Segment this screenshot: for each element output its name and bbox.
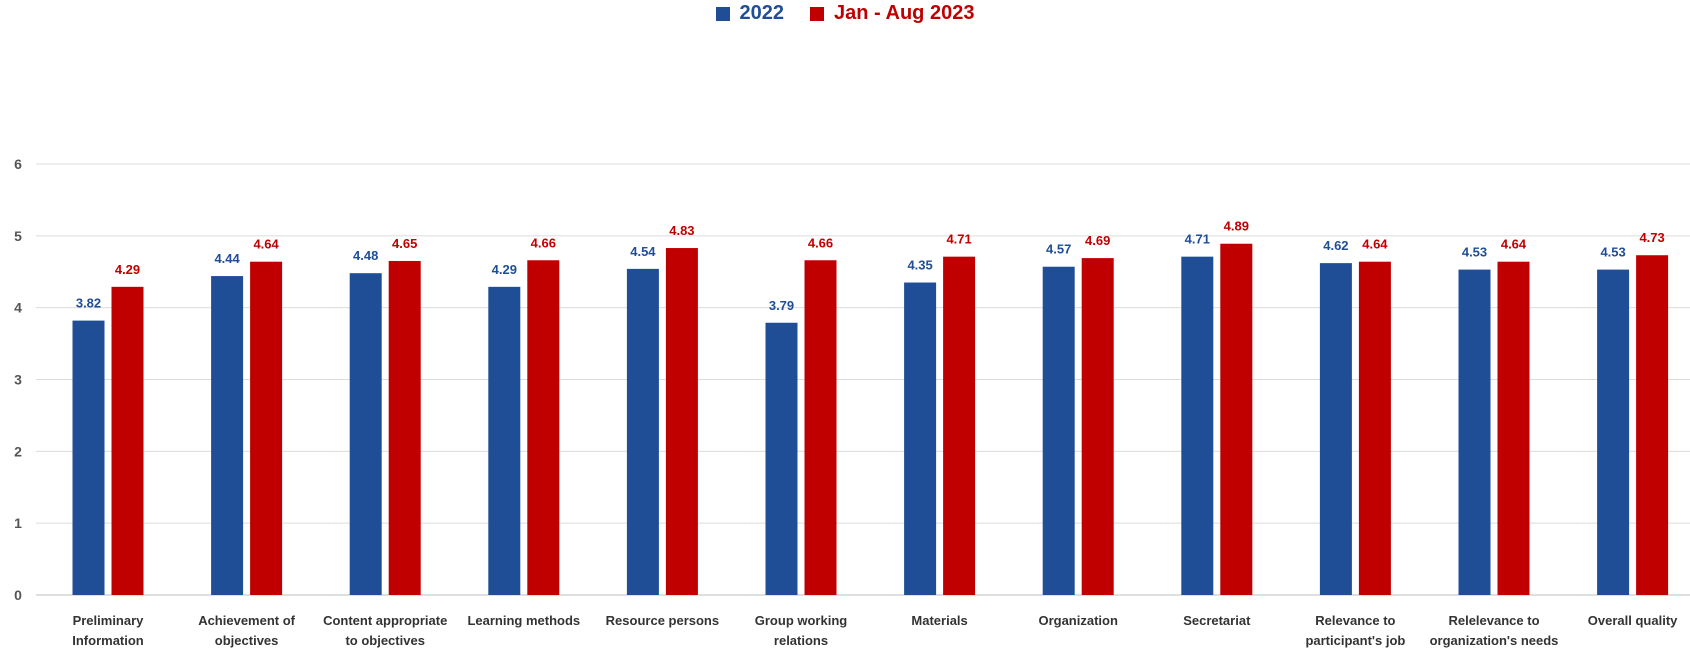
- bar: [1497, 261, 1530, 595]
- legend-label-2023: Jan - Aug 2023: [834, 2, 975, 24]
- y-tick-label: 6: [14, 156, 22, 172]
- x-tick-label: participant's job: [1305, 633, 1405, 648]
- data-label: 4.83: [669, 223, 694, 238]
- bar: [211, 276, 244, 595]
- data-label: 4.89: [1224, 219, 1249, 234]
- y-tick-label: 1: [14, 515, 22, 531]
- y-tick-label: 2: [14, 443, 22, 459]
- bar: [111, 286, 144, 595]
- bar: [1220, 243, 1253, 596]
- y-tick-label: 4: [14, 300, 22, 316]
- legend-swatch-2023: [810, 6, 825, 21]
- x-tick-label: relations: [774, 633, 828, 648]
- x-tick-label: Secretariat: [1183, 613, 1251, 628]
- x-tick-label: Resource persons: [606, 613, 719, 628]
- data-label: 4.35: [907, 258, 932, 273]
- bar: [904, 282, 937, 595]
- x-tick-label: Group working: [755, 613, 848, 628]
- x-tick-label: Organization: [1038, 613, 1118, 628]
- data-label: 3.82: [76, 296, 101, 311]
- bar: [349, 273, 382, 595]
- data-label: 4.69: [1085, 233, 1110, 248]
- bar: [626, 268, 659, 595]
- x-tick-label: Information: [72, 633, 144, 648]
- bar: [1597, 269, 1630, 595]
- data-label: 4.64: [1362, 237, 1388, 252]
- data-label: 4.64: [1501, 237, 1527, 252]
- x-tick-label: Overall quality: [1588, 613, 1678, 628]
- bar: [1358, 261, 1391, 595]
- legend: 2022 Jan - Aug 2023: [0, 2, 1690, 25]
- bar: [1042, 266, 1075, 595]
- x-tick-label: objectives: [215, 633, 279, 648]
- bar: [665, 248, 698, 596]
- bar: [943, 256, 976, 595]
- bar: [488, 286, 521, 595]
- data-label: 4.66: [531, 235, 556, 250]
- data-label: 4.66: [808, 235, 833, 250]
- bar: [765, 322, 798, 595]
- legend-item-2023: Jan - Aug 2023: [810, 2, 974, 25]
- bar: [804, 260, 837, 595]
- bar: [72, 320, 105, 595]
- data-label: 4.73: [1639, 230, 1664, 245]
- x-tick-label: Relevance to: [1315, 613, 1395, 628]
- x-tick-label: to objectives: [345, 633, 424, 648]
- x-tick-label: organization's needs: [1430, 633, 1559, 648]
- data-label: 4.48: [353, 248, 378, 263]
- bar: [1181, 256, 1214, 595]
- x-tick-label: Achievement of: [198, 613, 295, 628]
- data-label: 3.79: [769, 298, 794, 313]
- data-label: 4.71: [946, 232, 971, 247]
- legend-label-2022: 2022: [739, 2, 785, 24]
- y-tick-label: 5: [14, 228, 22, 244]
- data-label: 4.64: [253, 237, 279, 252]
- data-label: 4.44: [214, 251, 240, 266]
- bar: [250, 261, 283, 595]
- x-tick-label: Preliminary: [73, 613, 145, 628]
- data-label: 4.53: [1462, 245, 1487, 260]
- data-label: 4.29: [492, 262, 517, 277]
- data-label: 4.62: [1323, 238, 1348, 253]
- bar: [388, 260, 421, 595]
- legend-swatch-2022: [715, 6, 730, 21]
- x-tick-label: Learning methods: [467, 613, 580, 628]
- data-label: 4.53: [1600, 245, 1625, 260]
- y-tick-label: 0: [14, 587, 22, 603]
- bar: [527, 260, 560, 595]
- bar: [1636, 255, 1669, 595]
- bar: [1081, 258, 1114, 595]
- bar: [1458, 269, 1491, 595]
- data-label: 4.54: [630, 244, 656, 259]
- x-tick-label: Content appropriate: [323, 613, 447, 628]
- bar: [1319, 263, 1352, 595]
- y-tick-label: 3: [14, 372, 22, 388]
- x-tick-label: Materials: [911, 613, 967, 628]
- data-label: 4.71: [1185, 232, 1210, 247]
- data-label: 4.57: [1046, 242, 1071, 257]
- data-label: 4.29: [115, 262, 140, 277]
- x-tick-label: Relelevance to: [1448, 613, 1539, 628]
- data-label: 4.65: [392, 236, 417, 251]
- legend-item-2022: 2022: [715, 2, 785, 25]
